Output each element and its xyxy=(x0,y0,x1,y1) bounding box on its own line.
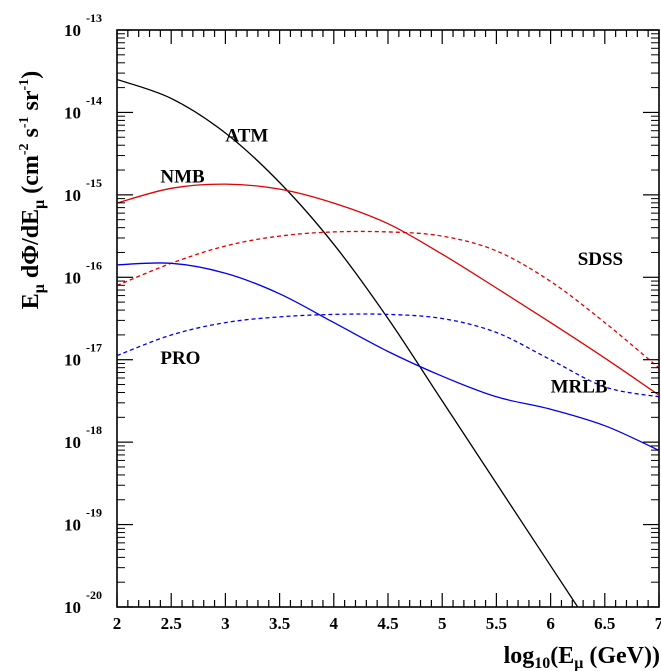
x-tick-labels: 2 2.5 3 3.5 4 4.5 5 5.5 6 6.5 7 xyxy=(113,614,661,633)
series-nmb-line xyxy=(117,183,659,396)
x-tick-label: 2.5 xyxy=(161,614,182,633)
y-tick-exponent: -16 xyxy=(86,258,102,272)
y-tick-label: 10 xyxy=(64,268,81,287)
x-tick-label: 7 xyxy=(655,614,661,633)
annotation-mrlb: MRLB xyxy=(551,377,608,398)
x-tick-label: 6.5 xyxy=(594,614,615,633)
x-tick-label: 6 xyxy=(546,614,555,633)
y-tick-label: 10 xyxy=(64,186,81,205)
series-sdss-line xyxy=(117,230,659,369)
y-tick-exponent: -14 xyxy=(86,93,102,107)
y-tick-label: 10 xyxy=(64,21,81,40)
y-tick-exponent: -13 xyxy=(86,11,102,25)
y-tick-exponent: -20 xyxy=(86,588,102,602)
y-axis-title: Eμ dΦ/dEμ (cm-2 s-1 sr-1) xyxy=(17,71,48,309)
annotation-atm: ATM xyxy=(225,125,268,146)
y-tick-label: 10 xyxy=(64,598,81,617)
y-tick-exponent: -19 xyxy=(86,506,102,520)
y-tick-label: 10 xyxy=(64,103,81,122)
y-tick-label: 10 xyxy=(64,516,81,535)
curve-annotations: ATM NMB SDSS PRO MRLB xyxy=(160,125,623,397)
y-tick-label: 10 xyxy=(64,433,81,452)
x-tick-label: 3 xyxy=(221,614,230,633)
x-tick-label: 5.5 xyxy=(486,614,507,633)
annotation-nmb: NMB xyxy=(160,166,205,187)
x-tick-label: 3.5 xyxy=(269,614,290,633)
ticks xyxy=(116,29,660,608)
x-axis-title: log10(Eμ (GeV)) xyxy=(504,643,660,671)
series-mrlb-line xyxy=(117,262,659,451)
x-tick-label: 2 xyxy=(113,614,122,633)
x-tick-label: 5 xyxy=(438,614,447,633)
y-tick-exponent: -15 xyxy=(86,176,102,190)
y-tick-exponent: -17 xyxy=(86,341,102,355)
annotation-pro: PRO xyxy=(160,348,200,369)
series-pro-line xyxy=(117,313,659,398)
annotation-sdss: SDSS xyxy=(578,249,623,270)
y-tick-exponent: -18 xyxy=(86,423,102,437)
y-tick-label: 10 xyxy=(64,351,81,370)
y-tick-labels: 10 -13 10 -14 10 -15 10 -16 10 -17 10 -18 10 -19 10 -20 xyxy=(64,11,102,617)
x-tick-label: 4.5 xyxy=(377,614,398,633)
curves xyxy=(117,78,659,607)
series-atm-line xyxy=(117,78,579,607)
x-tick-label: 4 xyxy=(330,614,339,633)
